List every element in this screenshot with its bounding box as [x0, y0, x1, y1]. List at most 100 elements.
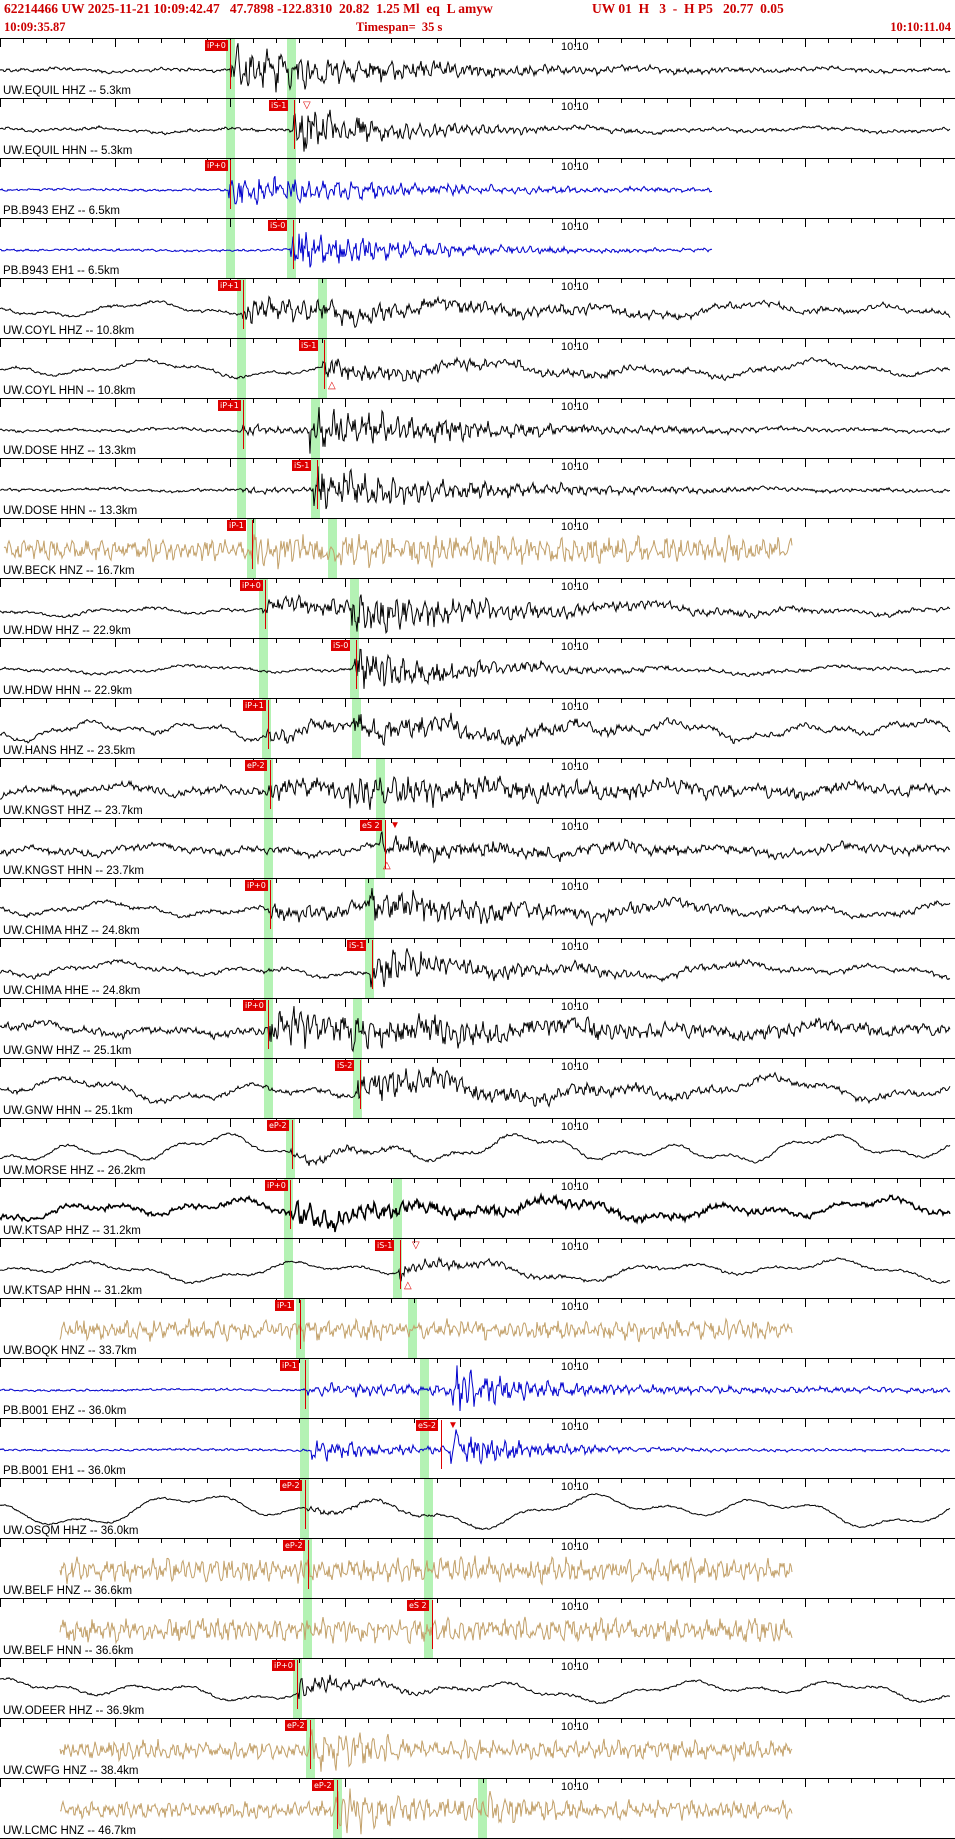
pick-line	[293, 220, 294, 269]
pick-window-band	[237, 459, 246, 518]
pick-window-band	[420, 1359, 429, 1418]
pick-flag[interactable]: iP+0	[240, 580, 263, 591]
pick-flag[interactable]: iS-1	[347, 940, 367, 951]
time-tick-label: 10:10	[561, 221, 589, 233]
waveform-uw-coyl-hhz	[0, 295, 951, 329]
pick-flag[interactable]: iP-1	[280, 1360, 299, 1371]
pick-flag[interactable]: eP-2	[285, 1720, 307, 1731]
pick-flag[interactable]: iP+0	[205, 160, 228, 171]
pick-flag[interactable]: eP-2	[280, 1480, 302, 1491]
time-tick-label: 10:10	[561, 881, 589, 893]
trace-row-pb-b943-eh1[interactable]: iS-0 10:10 PB.B943 EH1 -- 6.5km	[0, 218, 955, 278]
trace-row-uw-belf-hnz[interactable]: eP-2 10:10 UW.BELF HNZ -- 36.6km	[0, 1538, 955, 1598]
coda-flag-hollow-icon[interactable]: ▽	[412, 1240, 420, 1251]
pick-flag[interactable]: iS-1	[299, 340, 319, 351]
coda-flag-hollow-icon[interactable]: △	[404, 1280, 412, 1291]
waveform-uw-kngst-hhn	[0, 831, 951, 864]
trace-list: iP+0 10:10 UW.EQUIL HHZ -- 5.3km iS-1 ▽ 10:10…	[0, 38, 955, 1839]
pick-flag[interactable]: iS-2	[335, 1060, 355, 1071]
station-label: UW.CHIMA HHE -- 24.8km	[3, 985, 141, 997]
pick-flag[interactable]: iP+0	[265, 1180, 288, 1191]
pick-flag[interactable]: eP-2	[283, 1540, 305, 1551]
trace-row-uw-ktsap-hhz[interactable]: iP+0 10:10 UW.KTSAP HHZ -- 31.2km	[0, 1178, 955, 1238]
pick-line	[385, 820, 386, 869]
pick-flag[interactable]: iS-1	[292, 460, 312, 471]
pick-flag[interactable]: eP-2	[267, 1120, 289, 1131]
time-tick-label: 10:10	[561, 641, 589, 653]
waveform-uw-chima-hhe	[0, 948, 951, 988]
trace-row-uw-beck-hnz[interactable]: iP-1 10:10 UW.BECK HNZ -- 16.7km	[0, 518, 955, 578]
trace-row-uw-kngst-hhn[interactable]: eS 2 ▼ △ 10:10 UW.KNGST HHN -- 23.7km	[0, 818, 955, 878]
trace-row-uw-coyl-hhz[interactable]: iP+1 10:10 UW.COYL HHZ -- 10.8km	[0, 278, 955, 338]
time-tick-label: 10:10	[561, 461, 589, 473]
pick-line	[252, 520, 253, 569]
pick-flag[interactable]: iP+0	[245, 880, 268, 891]
trace-row-uw-odeer-hhz[interactable]: iP+0 10:10 UW.ODEER HHZ -- 36.9km	[0, 1658, 955, 1718]
pick-flag[interactable]: iP+0	[205, 40, 228, 51]
station-label: UW.ODEER HHZ -- 36.9km	[3, 1705, 145, 1717]
coda-flag-filled-icon[interactable]: ▼	[448, 1420, 458, 1431]
pick-flag[interactable]: iP+1	[243, 700, 266, 711]
trace-row-uw-hans-hhz[interactable]: iP+1 10:10 UW.HANS HHZ -- 23.5km	[0, 698, 955, 758]
pick-flag[interactable]: eP-2	[245, 760, 267, 771]
station-label: UW.COYL HHZ -- 10.8km	[3, 325, 135, 337]
trace-row-uw-chima-hhz[interactable]: iP+0 10:10 UW.CHIMA HHZ -- 24.8km	[0, 878, 955, 938]
pick-flag[interactable]: iP-1	[275, 1300, 294, 1311]
trace-row-uw-hdw-hhz[interactable]: iP+0 10:10 UW.HDW HHZ -- 22.9km	[0, 578, 955, 638]
pick-flag[interactable]: iS-0	[331, 640, 351, 651]
trace-row-uw-ktsap-hhn[interactable]: iS-1 ▽ △ 10:10 UW.KTSAP HHN -- 31.2km	[0, 1238, 955, 1298]
pick-flag[interactable]: iP-1	[227, 520, 246, 531]
trace-row-uw-dose-hhz[interactable]: iP+1 10:10 UW.DOSE HHZ -- 13.3km	[0, 398, 955, 458]
pick-flag[interactable]: eS 2	[407, 1600, 429, 1611]
trace-row-pb-b001-ehz[interactable]: iP-1 10:10 PB.B001 EHZ -- 36.0km	[0, 1358, 955, 1418]
pick-window-band	[237, 339, 246, 398]
pick-flag[interactable]: eP-2	[312, 1780, 334, 1791]
trace-row-uw-chima-hhe[interactable]: iS-1 10:10 UW.CHIMA HHE -- 24.8km	[0, 938, 955, 998]
time-tick-label: 10:10	[561, 1721, 589, 1733]
station-label: PB.B001 EHZ -- 36.0km	[3, 1405, 127, 1417]
trace-row-uw-equil-hhn[interactable]: iS-1 ▽ 10:10 UW.EQUIL HHN -- 5.3km	[0, 98, 955, 158]
waveform-uw-equil-hhz	[0, 43, 951, 93]
trace-row-uw-gnw-hhn[interactable]: iS-2 10:10 UW.GNW HHN -- 25.1km	[0, 1058, 955, 1118]
pick-flag[interactable]: iS-1	[375, 1240, 395, 1251]
pick-line	[268, 700, 269, 749]
pick-flag[interactable]: iP+1	[218, 400, 241, 411]
pick-flag[interactable]: iS-0	[268, 220, 288, 231]
pick-line	[305, 1480, 306, 1529]
pick-flag[interactable]: iP+0	[272, 1660, 295, 1671]
trace-row-uw-lcmc-hnz[interactable]: eP-2 10:10 UW.LCMC HNZ -- 46.7km	[0, 1778, 955, 1838]
pick-line	[317, 460, 318, 509]
coda-flag-filled-icon[interactable]: ▼	[390, 820, 400, 831]
trace-row-uw-equil-hhz[interactable]: iP+0 10:10 UW.EQUIL HHZ -- 5.3km	[0, 38, 955, 98]
pick-line	[243, 400, 244, 449]
waveform-pb-b943-ehz	[0, 175, 713, 205]
trace-row-uw-coyl-hhn[interactable]: iS-1 △ 10:10 UW.COYL HHN -- 10.8km	[0, 338, 955, 398]
pick-flag[interactable]: eS 2	[360, 820, 382, 831]
trace-row-uw-gnw-hhz[interactable]: iP+0 10:10 UW.GNW HHZ -- 25.1km	[0, 998, 955, 1058]
pick-line	[308, 1540, 309, 1589]
time-tick-label: 10:10	[561, 1601, 589, 1613]
pick-flag[interactable]: iS-1	[269, 100, 289, 111]
trace-row-uw-belf-hnn[interactable]: eS 2 10:10 UW.BELF HNN -- 36.6km	[0, 1598, 955, 1658]
pick-window-band	[300, 1479, 309, 1538]
coda-flag-hollow-icon[interactable]: △	[383, 860, 391, 871]
coda-flag-hollow-icon[interactable]: △	[328, 380, 336, 391]
pick-flag[interactable]: iP+1	[218, 280, 241, 291]
pick-flag[interactable]: eS-2	[416, 1420, 438, 1431]
trace-row-uw-kngst-hhz[interactable]: eP-2 10:10 UW.KNGST HHZ -- 23.7km	[0, 758, 955, 818]
coda-flag-hollow-icon[interactable]: ▽	[303, 100, 311, 111]
trace-row-uw-morse-hhz[interactable]: eP-2 10:10 UW.MORSE HHZ -- 26.2km	[0, 1118, 955, 1178]
waveform-uw-ktsap-hhn	[0, 1256, 951, 1285]
trace-row-pb-b001-eh1[interactable]: eS-2 ▼ 10:10 PB.B001 EH1 -- 36.0km	[0, 1418, 955, 1478]
pick-window-band	[259, 579, 268, 638]
time-tick-label: 10:10	[561, 1181, 589, 1193]
pick-flag[interactable]: iP+0	[243, 1000, 266, 1011]
waveform-uw-dose-hhn	[0, 466, 951, 510]
trace-row-uw-boqk-hnz[interactable]: iP-1 10:10 UW.BOQK HNZ -- 33.7km	[0, 1298, 955, 1358]
trace-row-uw-cwfg-hnz[interactable]: eP-2 10:10 UW.CWFG HNZ -- 38.4km	[0, 1718, 955, 1778]
trace-row-uw-hdw-hhn[interactable]: iS-0 10:10 UW.HDW HHN -- 22.9km	[0, 638, 955, 698]
event-summary: 62214466 UW 2025-11-21 10:09:42.47 47.78…	[4, 1, 493, 16]
trace-row-pb-b943-ehz[interactable]: iP+0 10:10 PB.B943 EHZ -- 6.5km	[0, 158, 955, 218]
trace-row-uw-osqm-hhz[interactable]: eP-2 10:10 UW.OSQM HHZ -- 36.0km	[0, 1478, 955, 1538]
trace-row-uw-dose-hhn[interactable]: iS-1 10:10 UW.DOSE HHN -- 13.3km	[0, 458, 955, 518]
